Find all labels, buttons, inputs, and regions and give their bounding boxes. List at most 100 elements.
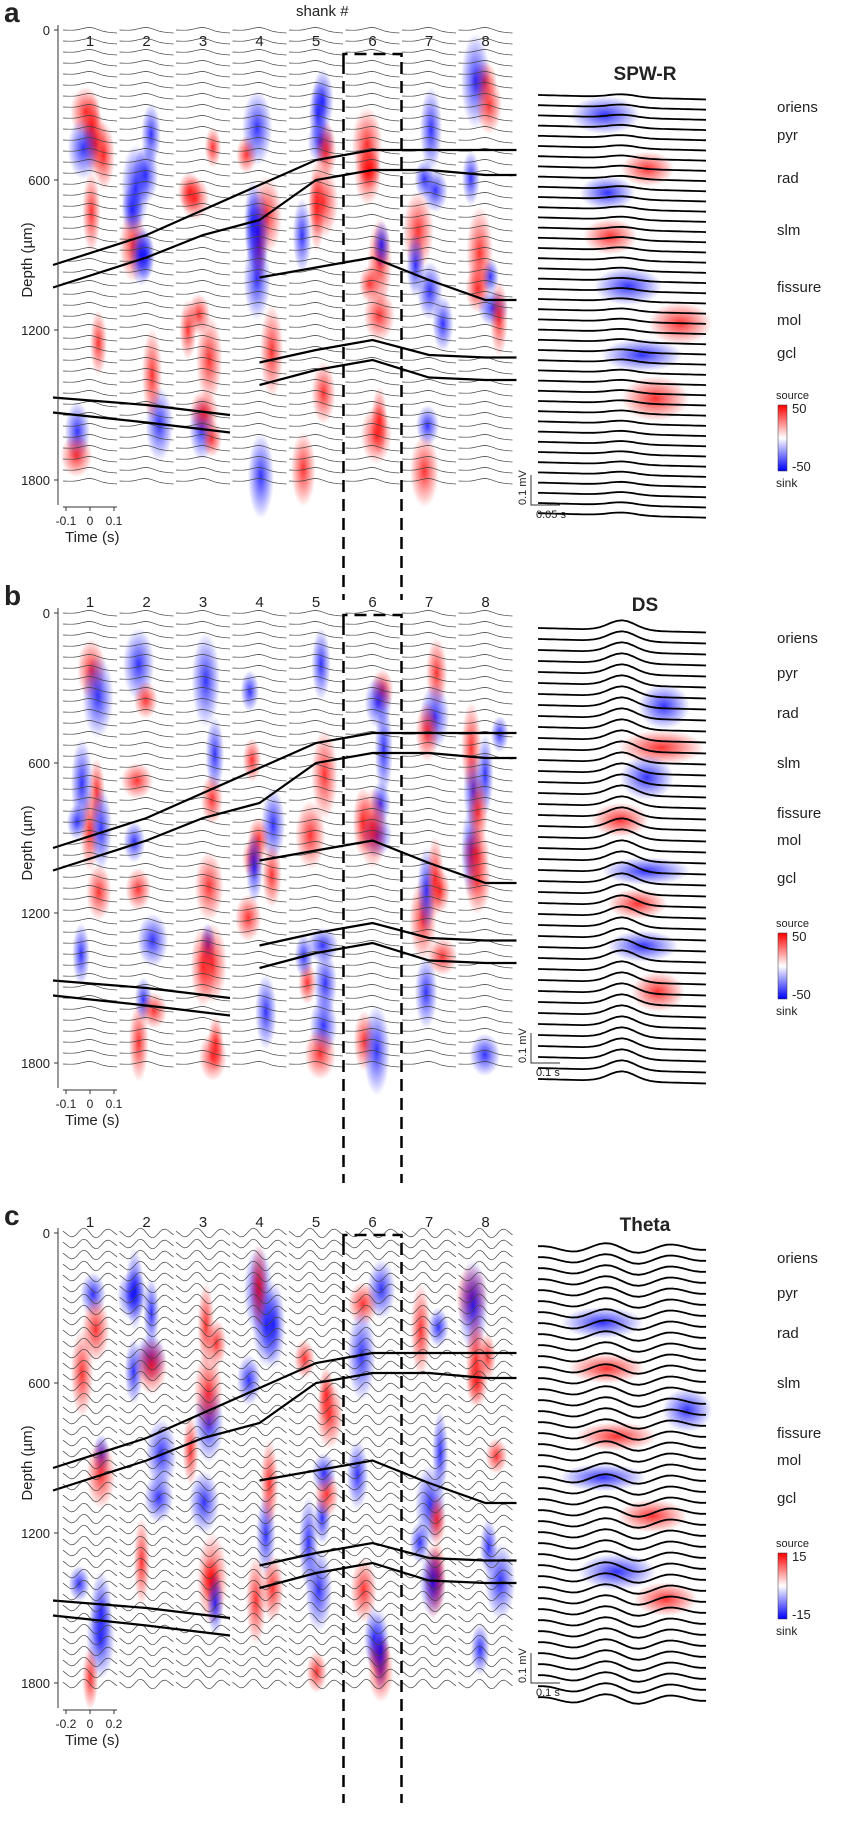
lfp-trace (175, 676, 231, 683)
lfp-trace (232, 1623, 287, 1635)
lfp-trace (458, 1513, 513, 1525)
layer-label-oriens: oriens (777, 1250, 818, 1267)
lfp-trace (232, 1326, 287, 1338)
summary-trace (538, 1374, 706, 1386)
lfp-trace (232, 632, 287, 639)
lfp-trace (288, 71, 344, 78)
lfp-trace (345, 907, 400, 914)
lfp-trace (288, 104, 344, 111)
lfp-trace (345, 1414, 400, 1426)
colorbar-top-label: source (776, 918, 809, 930)
lfp-trace (175, 1491, 231, 1503)
csd-blob (255, 974, 277, 1050)
lfp-trace (458, 973, 513, 980)
shank-label: 8 (481, 594, 489, 611)
lfp-trace (288, 1678, 344, 1690)
lfp-trace (458, 27, 513, 34)
csd-blob (261, 1554, 284, 1623)
lfp-trace (232, 346, 287, 353)
lfp-trace (62, 1249, 118, 1261)
lfp-trace (232, 1612, 287, 1624)
lfp-trace (458, 1480, 513, 1492)
lfp-trace (119, 236, 174, 243)
lfp-trace (345, 236, 400, 243)
lfp-trace (458, 1557, 513, 1569)
lfp-trace (232, 1282, 287, 1294)
csd-blob (294, 1339, 316, 1379)
csd-blob (198, 1032, 227, 1082)
lfp-trace (62, 236, 118, 243)
lfp-trace (401, 302, 457, 309)
csd-blob (135, 1337, 168, 1396)
lfp-trace (175, 1645, 231, 1657)
lfp-trace (119, 1425, 174, 1437)
lfp-trace (175, 126, 231, 133)
lfp-trace (345, 896, 400, 903)
lfp-trace (119, 1227, 174, 1239)
lfp-trace (458, 951, 513, 958)
lfp-trace (175, 82, 231, 89)
lfp-trace (62, 82, 118, 89)
lfp-trace (345, 1017, 400, 1024)
summary-trace (538, 1682, 706, 1694)
lfp-trace (62, 258, 118, 265)
summary-trace (537, 511, 707, 519)
lfp-trace (119, 412, 174, 419)
lfp-trace (401, 214, 457, 221)
lfp-trace (232, 368, 287, 375)
lfp-trace (232, 1304, 287, 1316)
lfp-trace (458, 1315, 513, 1327)
summary-trace (537, 327, 707, 335)
lfp-trace (288, 1524, 344, 1536)
summary-trace (537, 276, 707, 284)
lfp-trace (401, 1238, 457, 1250)
summary-trace (537, 297, 707, 305)
lfp-trace (288, 412, 344, 419)
summary-trace (537, 751, 707, 766)
lfp-trace (119, 324, 174, 331)
lfp-trace (288, 1491, 344, 1503)
lfp-trace (232, 1249, 287, 1261)
lfp-trace (288, 973, 344, 980)
lfp-trace (458, 786, 513, 793)
lfp-trace (62, 280, 118, 287)
lfp-trace (62, 1381, 118, 1393)
lfp-trace (119, 1513, 174, 1525)
lfp-trace (232, 1546, 287, 1558)
lfp-trace (119, 357, 174, 364)
lfp-trace (458, 1590, 513, 1602)
csd-blob (315, 1379, 344, 1450)
panel-label: c (4, 1203, 20, 1231)
layer-label-gcl: gcl (777, 345, 796, 362)
lfp-trace (232, 1370, 287, 1382)
lfp-trace (401, 1271, 457, 1283)
lfp-trace (119, 148, 174, 155)
lfp-trace (232, 93, 287, 100)
summary-trace (538, 1528, 706, 1540)
lfp-trace (458, 137, 513, 144)
lfp-trace (175, 434, 231, 441)
csd-blob (577, 1553, 657, 1591)
lfp-trace (401, 412, 457, 419)
lfp-trace (345, 60, 400, 67)
lfp-trace (401, 1039, 457, 1046)
lfp-trace (288, 247, 344, 254)
lfp-trace (232, 1006, 287, 1013)
lfp-trace (401, 258, 457, 265)
shank-label: 1 (86, 594, 94, 611)
lfp-trace (62, 797, 118, 804)
lfp-trace (119, 126, 174, 133)
lfp-trace (119, 247, 174, 254)
lfp-trace (288, 324, 344, 331)
csd-blob (70, 738, 93, 829)
csd-blob (133, 681, 158, 719)
lfp-trace (62, 390, 118, 397)
lfp-trace (175, 731, 231, 738)
lfp-trace (175, 885, 231, 892)
lfp-trace (62, 335, 118, 342)
lfp-trace (401, 1469, 457, 1481)
lfp-trace (232, 49, 287, 56)
highlight-box (342, 1233, 403, 1803)
lfp-trace (345, 676, 400, 683)
lfp-trace (288, 434, 344, 441)
